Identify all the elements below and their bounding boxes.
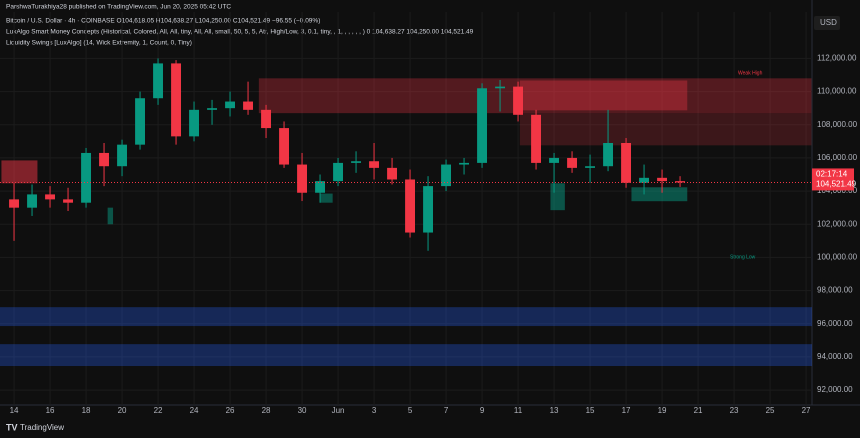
x-tick-label: 22 [154, 406, 163, 415]
x-tick-label: 15 [586, 406, 595, 415]
candle-body [495, 86, 506, 89]
candle-body [657, 177, 668, 182]
candle-body [297, 164, 307, 193]
y-tick-label: 96,000.00 [817, 319, 853, 328]
y-tick-label: 106,000.00 [817, 153, 858, 162]
candle-body [531, 114, 542, 163]
candle-body [603, 143, 614, 167]
candle-body [639, 177, 650, 183]
zone [0, 307, 812, 327]
y-tick-label: 94,000.00 [817, 352, 853, 361]
y-tick-label: 98,000.00 [817, 286, 853, 295]
annotation: Strong Low [730, 254, 756, 260]
x-tick-label: 21 [694, 406, 703, 415]
candle-body [477, 88, 488, 163]
annotation: Weak High [738, 70, 763, 76]
candle-body [567, 157, 578, 168]
price-box [812, 168, 854, 191]
candle-body [387, 167, 397, 180]
candle-body [369, 161, 379, 168]
header: ParshwaTurakhiya28 published on TradingV… [6, 4, 231, 11]
candle-body [513, 86, 524, 115]
y-tick-label: 92,000.00 [817, 385, 853, 394]
x-tick-label: 28 [262, 406, 271, 415]
legend-line: Liquidity Swings [LuxAlgo] (14, Wick Ext… [6, 40, 192, 47]
footer: TradingView [20, 423, 64, 432]
candle-body [423, 186, 434, 233]
x-tick-label: 18 [82, 406, 91, 415]
candle-body [27, 194, 37, 208]
last-price-label: 104,521.49 [816, 180, 857, 189]
x-tick-label: 11 [514, 406, 523, 415]
candle-body [207, 108, 217, 110]
x-tick-label: 25 [766, 406, 775, 415]
x-tick-label: 5 [408, 406, 413, 415]
candle-body [333, 162, 343, 182]
candle-body [9, 199, 19, 208]
x-tick-label: 20 [118, 406, 127, 415]
x-tick-label: 13 [550, 406, 559, 415]
zone [631, 187, 688, 202]
currency-box[interactable] [814, 16, 840, 30]
candle-body [153, 63, 163, 99]
zone [1, 160, 38, 184]
candle-body [279, 128, 289, 165]
x-tick-label: 16 [46, 406, 55, 415]
candle-body [459, 162, 470, 165]
candle-body [621, 143, 632, 183]
x-tick-label: 3 [372, 406, 377, 415]
candle-body [315, 181, 325, 193]
candle-body [135, 98, 145, 145]
x-tick-label: 23 [730, 406, 739, 415]
y-tick-label: 102,000.00 [817, 219, 858, 228]
y-tick-label: 108,000.00 [817, 120, 858, 129]
x-tick-label: 30 [298, 406, 307, 415]
candle-body [261, 109, 271, 129]
candle-body [405, 179, 416, 233]
x-tick-label: 27 [802, 406, 811, 415]
x-tick-label: 7 [444, 406, 449, 415]
candle-body [351, 161, 361, 163]
legend-line: Bitcoin / U.S. Dollar · 4h · COINBASE O1… [6, 18, 320, 25]
y-tick-label: 104,000.00 [817, 186, 858, 195]
zone [519, 113, 812, 146]
candle-body [99, 152, 109, 167]
candle-body [585, 166, 596, 168]
candle-body [225, 101, 235, 109]
zone [0, 344, 812, 367]
zone [258, 78, 812, 114]
x-tick-label: 14 [10, 406, 19, 415]
y-tick-label: 112,000.00 [817, 54, 857, 63]
x-tick-label: Jun [332, 406, 345, 415]
x-tick-label: 17 [622, 406, 631, 415]
candle-body [117, 144, 127, 167]
zone [550, 183, 565, 211]
candle-body [549, 157, 560, 163]
y-tick-label: 100,000.00 [817, 253, 858, 262]
countdown: 02:17:14 [816, 170, 848, 179]
candle-body [45, 194, 55, 200]
zone [107, 207, 114, 225]
currency[interactable]: USD [820, 18, 837, 27]
legend-line: LuxAlgo Smart Money Concepts (Historical… [6, 29, 474, 36]
logo: TV [6, 422, 18, 432]
candle-body [441, 164, 452, 187]
zone [519, 80, 688, 111]
candle-body [63, 199, 73, 203]
candle-body [171, 63, 181, 137]
x-tick-label: 9 [480, 406, 485, 415]
x-tick-label: 19 [658, 406, 667, 415]
x-tick-label: 24 [190, 406, 199, 415]
candle-body [81, 152, 91, 203]
zone [320, 193, 333, 203]
x-tick-label: 26 [226, 406, 235, 415]
y-tick-label: 110,000.00 [817, 87, 857, 96]
candle-body [243, 101, 253, 110]
candle-body [189, 109, 199, 137]
candle-body [675, 181, 686, 183]
